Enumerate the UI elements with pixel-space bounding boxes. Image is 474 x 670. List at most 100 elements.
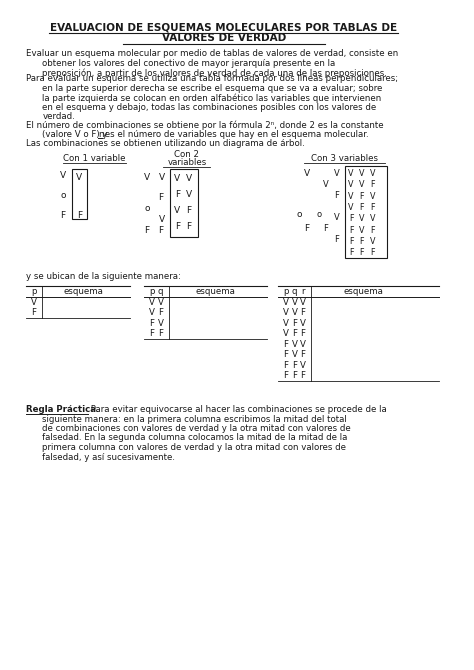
Text: es el número de variables que hay en el esquema molecular.: es el número de variables que hay en el … bbox=[102, 129, 369, 139]
Text: de combinaciones con valores de verdad y la otra mitad con valores de: de combinaciones con valores de verdad y… bbox=[43, 424, 351, 433]
Text: V: V bbox=[292, 340, 297, 348]
Text: Las combinaciones se obtienen utilizando un diagrama de árbol.: Las combinaciones se obtienen utilizando… bbox=[27, 139, 305, 148]
Text: V: V bbox=[174, 206, 181, 215]
Text: F: F bbox=[359, 203, 364, 212]
Text: V: V bbox=[283, 308, 289, 317]
Text: primera columna con valores de verdad y la otra mitad con valores de: primera columna con valores de verdad y … bbox=[43, 443, 346, 452]
Text: F: F bbox=[349, 237, 354, 246]
Text: F: F bbox=[158, 329, 163, 338]
Text: F: F bbox=[359, 248, 364, 257]
Text: F: F bbox=[149, 318, 155, 328]
Text: Regla Práctica.: Regla Práctica. bbox=[27, 405, 100, 414]
Bar bbox=[72, 169, 87, 219]
Text: F: F bbox=[145, 226, 149, 235]
Text: V: V bbox=[174, 174, 181, 183]
Text: V: V bbox=[370, 192, 375, 200]
Text: en la parte superior derecha se escribe el esquema que se va a evaluar; sobre: en la parte superior derecha se escribe … bbox=[43, 84, 383, 92]
Text: V: V bbox=[186, 174, 192, 183]
Text: F: F bbox=[77, 211, 82, 220]
Text: F: F bbox=[349, 248, 354, 257]
Text: V: V bbox=[149, 308, 155, 317]
Text: F: F bbox=[186, 206, 191, 215]
Text: V: V bbox=[370, 237, 375, 246]
Text: o: o bbox=[60, 191, 66, 200]
Text: F: F bbox=[292, 318, 297, 328]
Text: Para evaluar un esquema se utiliza una tabla formada por dos líneas perpendicula: Para evaluar un esquema se utiliza una t… bbox=[27, 74, 399, 83]
Text: V: V bbox=[159, 173, 164, 182]
Text: falsedad, y así sucesivamente.: falsedad, y así sucesivamente. bbox=[43, 452, 175, 462]
Text: V: V bbox=[60, 171, 66, 180]
Text: y se ubican de la siguiente manera:: y se ubican de la siguiente manera: bbox=[27, 272, 181, 281]
Text: F: F bbox=[304, 224, 309, 233]
Text: Con 2: Con 2 bbox=[174, 150, 200, 159]
Text: F: F bbox=[60, 211, 65, 220]
Text: la parte izquierda se colocan en orden alfabético las variables que intervienen: la parte izquierda se colocan en orden a… bbox=[43, 93, 382, 103]
Bar bbox=[346, 166, 387, 258]
Text: V: V bbox=[300, 297, 306, 306]
Text: q: q bbox=[292, 287, 297, 296]
Text: F: F bbox=[301, 350, 305, 359]
Text: Evaluar un esquema molecular por medio de tablas de valores de verdad, consiste : Evaluar un esquema molecular por medio d… bbox=[27, 49, 399, 58]
Text: V: V bbox=[283, 318, 289, 328]
Text: F: F bbox=[301, 308, 305, 317]
Text: o: o bbox=[316, 210, 321, 219]
Text: F: F bbox=[371, 248, 375, 257]
Text: V: V bbox=[300, 318, 306, 328]
Text: F: F bbox=[159, 193, 164, 202]
Text: F: F bbox=[149, 329, 155, 338]
Text: V: V bbox=[31, 297, 37, 306]
Text: V: V bbox=[323, 180, 328, 189]
Text: F: F bbox=[371, 226, 375, 234]
Text: V: V bbox=[359, 226, 364, 234]
Text: variables: variables bbox=[167, 158, 207, 167]
Text: F: F bbox=[283, 340, 289, 348]
Text: F: F bbox=[301, 329, 305, 338]
Text: El número de combinaciones se obtiene por la fórmula 2ⁿ, donde 2 es la constante: El número de combinaciones se obtiene po… bbox=[27, 120, 384, 129]
Text: V: V bbox=[186, 190, 192, 199]
Text: preposición, a partir de los valores de verdad de cada una de las preposiciones.: preposición, a partir de los valores de … bbox=[43, 68, 387, 78]
Text: F: F bbox=[283, 371, 289, 380]
Text: V: V bbox=[292, 308, 297, 317]
Text: F: F bbox=[158, 308, 163, 317]
Text: F: F bbox=[175, 190, 180, 199]
Text: V: V bbox=[359, 169, 364, 178]
Text: o: o bbox=[296, 210, 302, 219]
Text: V: V bbox=[348, 192, 354, 200]
Text: siguiente manera: en la primera columna escribimos la mitad del total: siguiente manera: en la primera columna … bbox=[43, 415, 347, 423]
Text: esquema: esquema bbox=[344, 287, 383, 296]
Text: F: F bbox=[371, 180, 375, 190]
Text: falsedad. En la segunda columna colocamos la mitad de la mitad de la: falsedad. En la segunda columna colocamo… bbox=[43, 433, 348, 442]
Text: V: V bbox=[300, 340, 306, 348]
Text: F: F bbox=[323, 224, 328, 233]
Text: V: V bbox=[304, 169, 310, 178]
Text: V: V bbox=[157, 318, 164, 328]
Text: V: V bbox=[292, 350, 297, 359]
Text: en el esquema y debajo, todas las combinaciones posibles con los valores de: en el esquema y debajo, todas las combin… bbox=[43, 103, 377, 111]
Text: V: V bbox=[145, 173, 151, 182]
Text: V: V bbox=[370, 214, 375, 223]
Text: F: F bbox=[371, 203, 375, 212]
Text: F: F bbox=[292, 360, 297, 369]
Text: esquema: esquema bbox=[195, 287, 235, 296]
Text: V: V bbox=[283, 329, 289, 338]
Text: F: F bbox=[283, 360, 289, 369]
Text: V: V bbox=[159, 215, 164, 224]
Text: V: V bbox=[370, 169, 375, 178]
Text: F: F bbox=[283, 350, 289, 359]
Text: esquema: esquema bbox=[63, 287, 103, 296]
Text: p: p bbox=[31, 287, 36, 296]
Text: VALORES DE VERDAD: VALORES DE VERDAD bbox=[162, 33, 286, 43]
Text: Con 1 variable: Con 1 variable bbox=[63, 154, 126, 163]
Text: F: F bbox=[186, 222, 191, 231]
Text: V: V bbox=[76, 173, 82, 182]
Text: Para evitar equivocarse al hacer las combinaciones se procede de la: Para evitar equivocarse al hacer las com… bbox=[88, 405, 386, 414]
Text: F: F bbox=[31, 308, 36, 317]
Text: V: V bbox=[334, 213, 340, 222]
Text: n: n bbox=[98, 129, 104, 139]
Text: obtener los valores del conectivo de mayor jerarquía presente en la: obtener los valores del conectivo de may… bbox=[43, 58, 336, 68]
Text: (valore V o F) y: (valore V o F) y bbox=[43, 129, 111, 139]
Text: V: V bbox=[157, 297, 164, 306]
Text: F: F bbox=[292, 329, 297, 338]
Text: F: F bbox=[292, 371, 297, 380]
Text: V: V bbox=[149, 297, 155, 306]
